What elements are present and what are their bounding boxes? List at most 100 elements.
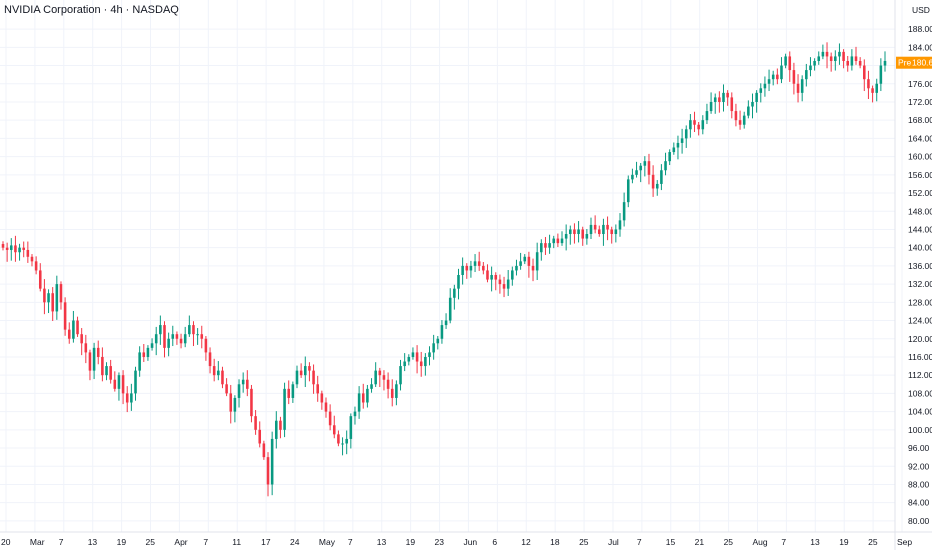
candle-down [718,97,721,102]
candle-down [88,352,92,371]
candle-up [705,111,709,121]
candle-up [767,79,771,84]
y-tick-label: 128.00 [908,297,932,307]
candle-down [125,393,129,403]
candle-up [850,56,854,66]
candle-down [606,224,609,230]
candle-down [651,174,655,189]
candle-down [382,375,386,380]
candle-up [664,161,667,171]
candle-down [597,229,601,235]
candle-up [411,352,415,357]
candle-down [361,393,365,403]
candle-down [1,244,5,248]
candle-up [780,65,783,80]
candle-down [258,429,262,444]
candle-up [241,379,245,385]
candle-up [589,224,593,235]
candle-down [796,83,800,93]
candle-up [709,101,713,112]
candle-down [229,393,233,412]
candle-up [55,284,59,312]
candle-down [734,111,738,121]
candle-down [482,265,485,271]
candle-down [825,51,829,57]
x-tick-label: 6 [492,537,497,547]
y-tick-label: 136.00 [908,261,932,271]
time-axis[interactable]: 20 Mar 7 13 19 25 Apr 7 11 17 24 May 7 13 19 23 Jun 6 12 18… [1,537,912,547]
x-tick-label: 7 [781,537,786,547]
candle-down [854,56,858,61]
candle-up [469,265,473,271]
candle-down [63,302,67,330]
candle-down [544,243,547,248]
candle-up [357,393,361,412]
candle-down [59,284,63,303]
candle-up [436,338,440,344]
candle-down [730,97,734,112]
candle-down [531,265,535,271]
x-tick-label: Aug [752,537,767,547]
y-tick-label: 168.00 [908,115,932,125]
candle-up [353,411,357,417]
candle-down [316,384,319,394]
x-tick-label: Jun [463,537,477,547]
candle-up [18,247,21,253]
candle-down [208,352,212,367]
candle-down [246,379,249,389]
candle-up [535,252,539,271]
x-tick-label: 13 [377,537,387,547]
candle-up [395,384,398,398]
candle-up [755,92,758,102]
candle-up [407,356,411,362]
candle-up [622,202,626,221]
candle-up [672,147,676,153]
candle-up [138,352,141,371]
candle-down [5,247,9,250]
candle-down [266,457,270,485]
candle-up [560,238,564,244]
candle-up [444,320,448,326]
y-tick-label: 132.00 [908,279,932,289]
candle-up [403,361,406,367]
x-tick-label: Apr [174,537,187,547]
candle-down [67,329,71,339]
candle-down [43,288,46,303]
candle-down [308,366,311,371]
candle-up [146,347,150,357]
candle-up [689,120,692,130]
x-tick-label: 7 [59,537,64,547]
candle-down [593,224,597,230]
candle-up [303,366,307,376]
price-tag-value-bg [911,56,932,69]
y-tick-label: 172.00 [908,97,932,107]
candle-down [142,352,146,357]
x-tick-label: Jul [608,537,619,547]
currency-label[interactable]: USD [912,5,930,15]
candle-down [80,334,83,344]
candle-down [738,120,742,125]
candle-down [212,366,216,376]
candle-up [763,83,767,89]
candle-down [332,425,336,435]
candle-down [163,325,166,348]
candle-up [374,370,377,385]
candle-up [821,51,825,57]
candle-down [204,338,208,353]
candle-up [341,443,344,445]
x-tick-label: Sep [897,537,912,547]
candle-up [614,229,618,235]
y-tick-label: 184.00 [908,42,932,52]
price-tag: Pre 180.62 [896,56,932,69]
candle-up [668,152,671,162]
candle-up [626,179,630,203]
candle-down [96,347,100,357]
candle-up [92,347,96,371]
candle-down [498,279,502,285]
candle-up [838,51,841,57]
candle-down [647,161,651,175]
candle-up [283,388,286,430]
candle-up [490,275,493,280]
chart-title: NVIDIA Corporation · 4h · NASDAQ [4,4,179,16]
